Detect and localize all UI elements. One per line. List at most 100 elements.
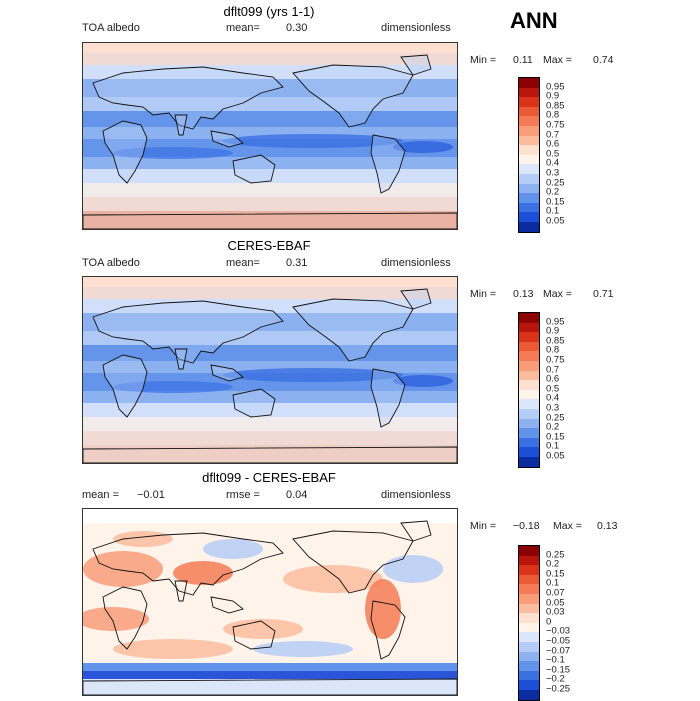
colorbar-swatch (519, 389, 539, 400)
colorbar-swatch (519, 106, 539, 117)
colorbar-swatch (519, 87, 539, 98)
colorbar-tick-label: 0.05 (546, 597, 565, 609)
coastline (210, 130, 244, 148)
coastline (102, 120, 148, 184)
coastline (370, 134, 406, 194)
colorbar-swatch (519, 546, 539, 556)
colorbar-swatch (519, 641, 539, 652)
panel-2-map (82, 276, 458, 464)
panel-2-min-label: Min = (470, 288, 496, 300)
map-canvas (83, 509, 457, 695)
colorbar-swatch (519, 447, 539, 457)
colorbar-swatch (519, 116, 539, 126)
panel-1-mean-label: mean= (226, 22, 260, 34)
coastline (92, 532, 284, 596)
colorbar-tick-label: 0.7 (546, 364, 560, 376)
coastline (400, 54, 432, 76)
colorbar-swatch (519, 212, 539, 222)
colorbar-tick-label: 0.25 (546, 412, 565, 424)
coastline (174, 348, 188, 370)
coastline (370, 368, 406, 428)
colorbar-tick-label: 0.95 (546, 316, 565, 328)
colorbar-swatch (519, 408, 539, 419)
panel-2-title: CERES-EBAF (227, 238, 311, 253)
panel-2-mean-label: mean= (226, 257, 260, 269)
panel-1-max-value: 0.74 (593, 54, 614, 66)
colorbar-tick-label: 0.6 (546, 138, 560, 150)
colorbar-tick-label: −0.25 (546, 683, 571, 695)
coastline (102, 354, 148, 418)
colorbar-swatch (519, 332, 539, 342)
coastline (292, 64, 414, 128)
coastline (400, 288, 432, 310)
colorbar-swatch (519, 603, 539, 614)
colorbar-swatch (519, 418, 539, 429)
colorbar-swatch (519, 380, 539, 390)
colorbar-tick-label: −0.15 (546, 664, 571, 676)
colorbar-swatch (519, 622, 539, 633)
colorbar-tick-label: 0.25 (546, 549, 565, 561)
panel-3-min-value: −0.18 (513, 520, 540, 532)
colorbar-tick-label: 0.2 (546, 558, 560, 570)
coastline (210, 596, 244, 614)
panel-3-units-label: dimensionless (381, 489, 451, 501)
colorbar-swatch (519, 399, 539, 409)
coastline (92, 66, 284, 130)
panel-2-mean-value: 0.31 (286, 257, 308, 269)
panel-3-colorbar (518, 545, 540, 701)
panel-3-min-label: Min = (470, 520, 496, 532)
colorbar-tick-label: 0.2 (546, 186, 560, 198)
panel-1-title: dflt099 (yrs 1-1) (223, 4, 315, 19)
colorbar-swatch (519, 193, 539, 203)
colorbar-tick-label: 0.3 (546, 167, 560, 179)
colorbar-swatch (519, 574, 539, 585)
colorbar-swatch (519, 202, 539, 213)
colorbar-swatch (519, 164, 539, 174)
colorbar-swatch (519, 661, 539, 671)
colorbar-swatch (519, 670, 539, 681)
coastline (292, 530, 414, 594)
colorbar-tick-label: 0.8 (546, 109, 560, 121)
colorbar-tick-label: 0.07 (546, 587, 565, 599)
panel-3-max-value: 0.13 (597, 520, 618, 532)
colorbar-swatch (519, 565, 539, 575)
panel-3-title: dflt099 - CERES-EBAF (202, 470, 336, 485)
coastline (83, 212, 457, 229)
colorbar-tick-label: −0.07 (546, 645, 571, 657)
colorbar-swatch (519, 125, 539, 136)
colorbar-tick-label: 0.9 (546, 325, 560, 337)
panel-3-max-label: Max = (553, 520, 582, 532)
panel-1-mean-value: 0.30 (286, 22, 308, 34)
colorbar-tick-label: −0.03 (546, 625, 571, 637)
coastline (370, 600, 406, 660)
panel-1-units-label: dimensionless (381, 22, 451, 34)
colorbar-swatch (519, 632, 539, 642)
panel-3-mean-label: mean = (82, 489, 119, 501)
panel-3-map (82, 508, 458, 696)
colorbar-swatch (519, 341, 539, 352)
colorbar-swatch (519, 651, 539, 662)
colorbar-tick-label: 0.03 (546, 606, 565, 618)
panel-2-min-value: 0.13 (513, 288, 534, 300)
colorbar-tick-label: 0.4 (546, 157, 560, 169)
colorbar-swatch (519, 97, 539, 107)
colorbar-tick-label: 0.85 (546, 335, 565, 347)
panel-2-units-label: dimensionless (381, 257, 451, 269)
panel-1-colorbar (518, 77, 540, 233)
colorbar-swatch (519, 360, 539, 371)
colorbar-tick-label: 0.1 (546, 205, 560, 217)
coastline (83, 446, 457, 463)
coastline (210, 364, 244, 382)
colorbar-tick-label: 0.95 (546, 81, 565, 93)
panel-3-rmse-label: rmse = (226, 489, 260, 501)
colorbar-swatch (519, 584, 539, 594)
panel-1-min-value: 0.11 (513, 54, 533, 66)
colorbar-swatch (519, 221, 539, 232)
colorbar-tick-label: 0.1 (546, 577, 560, 589)
map-canvas (83, 43, 457, 229)
coastline (232, 154, 276, 184)
colorbar-tick-label: 0.05 (546, 450, 565, 462)
season-label: ANN (510, 8, 558, 33)
colorbar-swatch (519, 428, 539, 438)
colorbar-swatch (519, 135, 539, 146)
